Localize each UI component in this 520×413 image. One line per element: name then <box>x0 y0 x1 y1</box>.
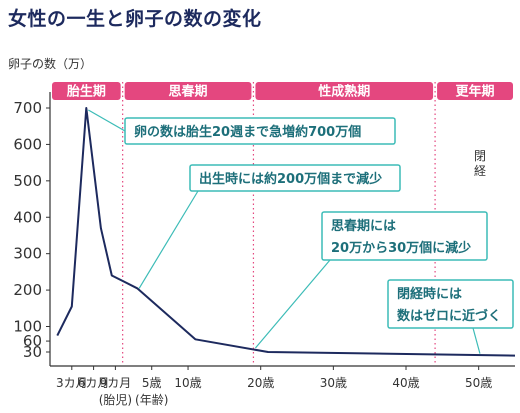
x-tick-label: 20歳 <box>247 376 274 390</box>
callout-text: 数はゼロに近づく <box>397 308 501 324</box>
y-tick-label: 60 <box>23 332 42 350</box>
y-tick-label: 300 <box>13 245 42 263</box>
callout-leader <box>138 190 199 289</box>
callout-text: 閉経時には <box>397 286 462 302</box>
x-tick-label: 6カ月 <box>78 376 110 390</box>
y-tick-label: 30 <box>23 343 42 361</box>
x-tick-label: 5歳 <box>142 376 162 390</box>
callout-leader <box>472 327 481 354</box>
callout-box <box>321 211 488 261</box>
callout-text: 思春期には <box>331 218 396 234</box>
callout-text: 卵の数は胎生20週まで急増約700万個 <box>134 124 361 140</box>
y-tick-label: 400 <box>13 208 42 226</box>
x-tick-label: 9カ月 <box>100 376 132 390</box>
callout-box <box>387 279 514 329</box>
callout-leader <box>254 259 331 349</box>
phase-label: 更年期 <box>456 84 495 100</box>
x-tick-label: 10歳 <box>174 376 201 390</box>
series-line <box>56 107 516 357</box>
callout-text: 出生時には約200万個まで減少 <box>199 171 382 187</box>
callout-box <box>189 164 401 192</box>
y-axis-label: 卵子の数（万） <box>8 56 92 71</box>
x-tick-label: 30歳 <box>320 376 347 390</box>
x-sublabel: (年齢) <box>135 392 168 407</box>
phase-segment <box>437 82 513 100</box>
y-tick-label: 500 <box>13 172 42 190</box>
y-tick-label: 700 <box>13 99 42 117</box>
y-tick-label: 200 <box>13 281 42 299</box>
phase-label: 性成熟期 <box>318 84 370 100</box>
y-tick-label: 100 <box>13 318 42 336</box>
phase-label: 胎生期 <box>67 84 106 100</box>
callout-text: 20万から30万個に減少 <box>331 240 471 256</box>
menopause-label: 経 <box>474 164 486 178</box>
x-tick-label: 50歳 <box>465 376 492 390</box>
x-tick-label: 3カ月 <box>56 376 88 390</box>
x-tick-label: 40歳 <box>392 376 419 390</box>
menopause-label: 閉 <box>474 149 486 163</box>
phase-bar: 胎生期 思春期 性成熟期 更年期 <box>52 82 513 100</box>
phase-segment <box>52 82 121 100</box>
callout-leader <box>88 109 126 132</box>
page-title: 女性の一生と卵子の数の変化 <box>8 8 262 30</box>
series-line-group <box>56 107 516 357</box>
y-tick-label: 600 <box>13 135 42 153</box>
callout-box <box>124 117 396 145</box>
x-sublabel: (胎児) <box>99 393 132 407</box>
phase-segment <box>124 82 252 100</box>
phase-label: 思春期 <box>169 84 208 100</box>
annotations: 閉経 卵の数は胎生20週まで急増約700万個出生時には約200万個まで減少思春期に… <box>88 109 514 354</box>
phase-segment <box>255 82 434 100</box>
